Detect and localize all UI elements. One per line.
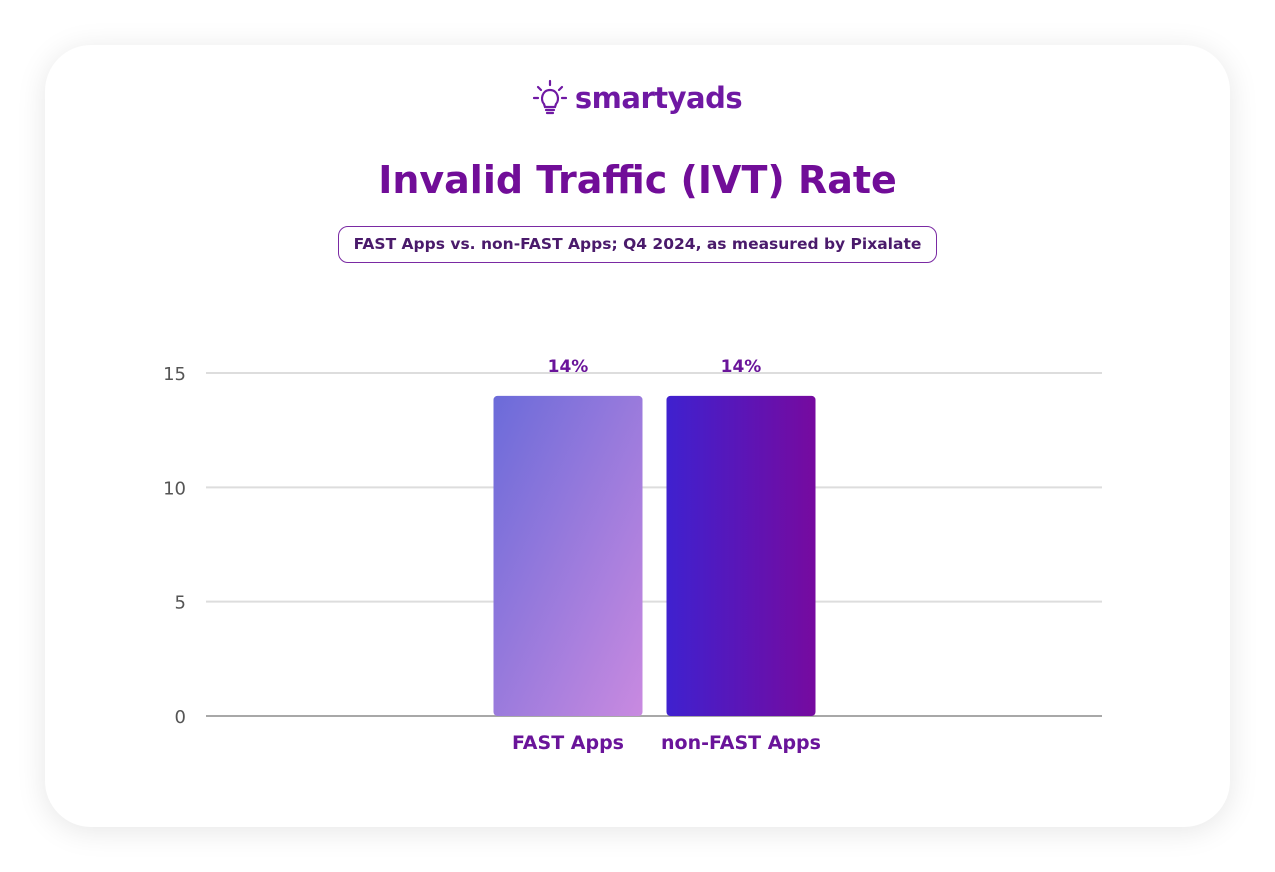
y-tick-label: 10 [163, 478, 186, 499]
bar-1 [493, 395, 643, 716]
chart-subtitle: FAST Apps vs. non-FAST Apps; Q4 2024, as… [337, 226, 938, 263]
bar-value-label: 14% [548, 357, 589, 377]
bar-2 [666, 395, 816, 716]
lightbulb-icon [532, 79, 567, 115]
y-tick-label: 0 [175, 707, 186, 728]
chart-title: Invalid Traffic (IVT) Rate [378, 158, 897, 202]
y-tick-label: 15 [163, 364, 186, 385]
x-category-label: non-FAST Apps [661, 732, 821, 754]
y-tick-label: 5 [175, 593, 186, 614]
x-category-label: FAST Apps [512, 732, 624, 754]
logo-text: smartyads [574, 81, 743, 115]
bar-value-label: 14% [721, 357, 762, 377]
brand-logo: smartyads [0, 78, 1275, 118]
